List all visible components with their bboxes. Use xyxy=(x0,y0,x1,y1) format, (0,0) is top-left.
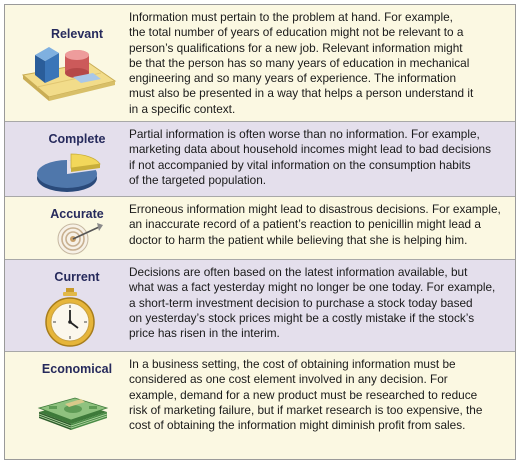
description-line: person’s qualifications for a new job. R… xyxy=(129,40,463,55)
description-line: Partial information is often worse than … xyxy=(129,127,480,141)
table-row-complete: Complete Partial information is often wo… xyxy=(5,122,515,197)
description-line: In a business setting, the cost of obtai… xyxy=(129,357,456,371)
row-description: In a business setting, the cost of obtai… xyxy=(129,357,513,433)
row-term: Accurate xyxy=(50,207,104,221)
description-line: price has risen in the interim. xyxy=(129,326,280,341)
money-stack-icon xyxy=(35,382,111,432)
description-line: engineering and so many years of experie… xyxy=(129,71,457,86)
table-row-economical: Economical In a business setting, the co… xyxy=(5,352,515,459)
description-line: Decisions are often based on the latest … xyxy=(129,265,468,279)
row-description: Decisions are often based on the latest … xyxy=(129,265,513,341)
description-line: what was a fact yesterday might no longe… xyxy=(129,280,496,295)
description-line: must also be presented in a way that hel… xyxy=(129,86,474,101)
description-line: on yesterday’s stock prices might be a c… xyxy=(129,310,475,325)
row-term: Complete xyxy=(48,132,106,146)
blocks-on-mat-icon xyxy=(15,41,119,111)
description-line: in a specific context. xyxy=(129,101,236,116)
pie-chart-missing-slice-icon xyxy=(35,150,101,194)
description-line: be that the person has so many years of … xyxy=(129,55,470,70)
description-line: of the targeted population. xyxy=(129,172,267,187)
table-row-accurate: Accurate Erroneous information might lea… xyxy=(5,197,515,260)
description-line: example, demand for a new product must b… xyxy=(129,387,478,402)
description-line: cost of obtaining the information might … xyxy=(129,418,466,433)
table-row-relevant: Relevant Information must pertain to the… xyxy=(5,5,515,122)
description-line: doctor to harm the patient while believi… xyxy=(129,232,468,247)
row-term: Current xyxy=(54,270,100,284)
row-description: Erroneous information might lead to disa… xyxy=(129,202,513,248)
description-line: Erroneous information might lead to disa… xyxy=(129,202,501,216)
row-term: Economical xyxy=(41,362,113,376)
row-description: Information must pertain to the problem … xyxy=(129,10,513,117)
row-term: Relevant xyxy=(50,27,104,41)
description-line: if not accompanied by vital information … xyxy=(129,157,471,172)
table-row-current: Current Decisions are often based on the… xyxy=(5,260,515,352)
description-line: risk of marketing failure, but if market… xyxy=(129,402,483,417)
description-line: a short-term investment decision to purc… xyxy=(129,295,473,310)
stopwatch-icon xyxy=(43,288,99,350)
description-line: an inaccurate record of a patient’s reac… xyxy=(129,217,481,232)
description-line: Information must pertain to the problem … xyxy=(129,10,453,24)
row-description: Partial information is often worse than … xyxy=(129,127,513,188)
information-characteristics-table: Relevant Information must pertain to the… xyxy=(4,4,516,460)
description-line: considered as one cost element involved … xyxy=(129,372,448,387)
target-with-dart-icon xyxy=(55,221,105,257)
description-line: marketing data about household incomes m… xyxy=(129,142,491,157)
description-line: the total number of years of education m… xyxy=(129,25,464,40)
